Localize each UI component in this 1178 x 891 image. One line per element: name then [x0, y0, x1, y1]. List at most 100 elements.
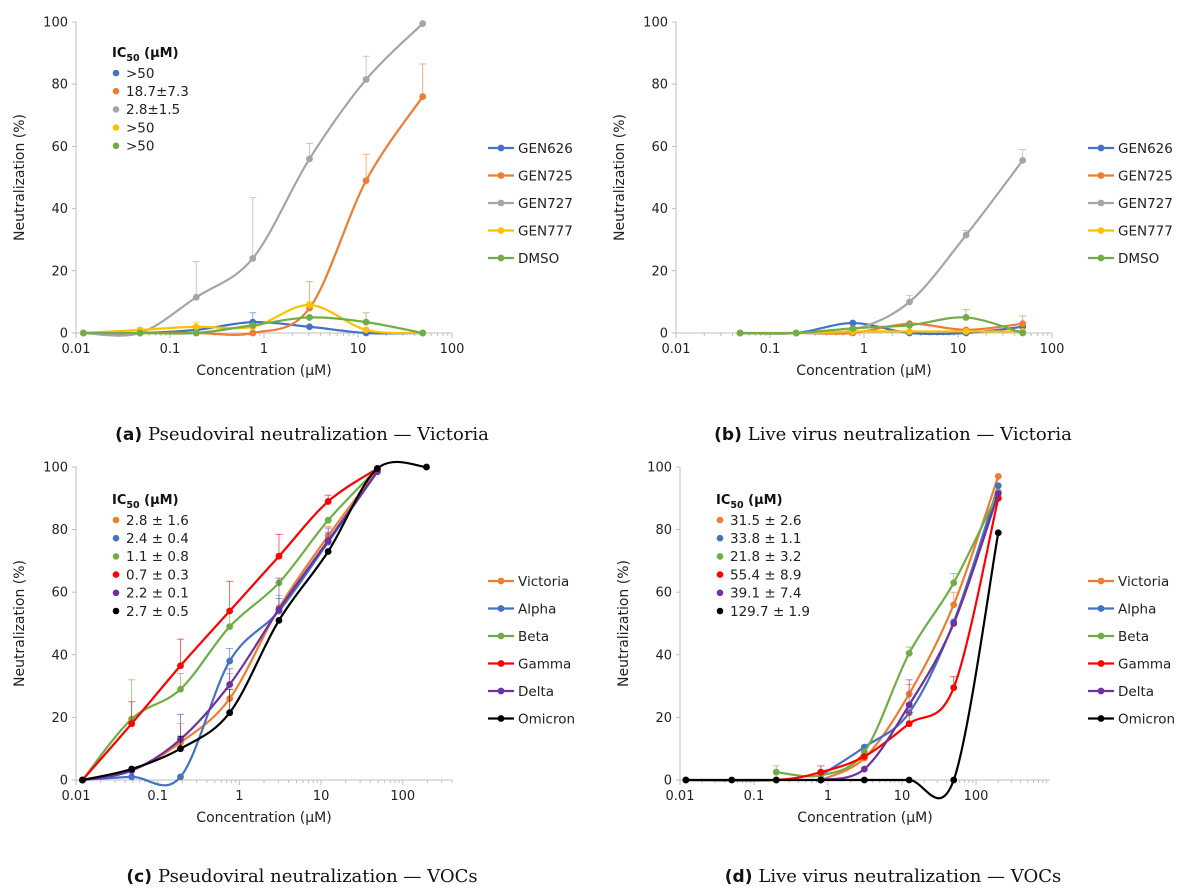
data-point [249, 321, 257, 329]
legend-entry-omicron: Omicron [488, 712, 575, 728]
data-point [772, 776, 780, 784]
ic50-marker [112, 571, 120, 578]
legend-marker [1097, 144, 1105, 152]
y-tick-label: 60 [51, 586, 68, 601]
ic50-marker [716, 516, 724, 524]
data-point [324, 516, 332, 524]
legend-entry-victoria: Victoria [1088, 574, 1169, 590]
series-line [740, 159, 1024, 335]
legend-marker [497, 715, 505, 722]
y-tick-label: 100 [643, 16, 668, 31]
ic50-value: 33.8 ± 1.1 [730, 531, 801, 547]
chart-caption: (c) Pseudoviral neutralization — VOCs [126, 866, 477, 887]
data-point [324, 537, 332, 544]
legend-label: Gamma [1118, 657, 1171, 673]
data-point [860, 765, 868, 773]
series-alpha [817, 482, 1002, 779]
data-point [192, 293, 200, 301]
legend-entry-gen777: GEN777 [488, 224, 573, 240]
y-tick-label: 40 [51, 648, 68, 663]
legend-entry-alpha: Alpha [488, 602, 556, 618]
data-point [136, 329, 144, 337]
data-point [423, 463, 430, 471]
ic50-legend: IC50 (μM) >50 18.7±7.3 2.8±1.5 >50 >50 [112, 46, 189, 155]
x-tick-label: 0.1 [744, 789, 765, 804]
ic50-value: >50 [126, 66, 155, 82]
ic50-value: >50 [126, 139, 155, 155]
x-tick-label: 100 [390, 789, 415, 804]
data-point [128, 765, 136, 773]
y-tick-label: 20 [51, 264, 68, 279]
legend-entry-gen725: GEN725 [1088, 169, 1173, 185]
legend-label: GEN725 [518, 169, 573, 185]
x-tick-label: 1 [260, 342, 268, 357]
data-point [226, 607, 234, 615]
y-tick-label: 40 [651, 202, 668, 217]
series-victoria [817, 472, 1002, 784]
legend-label: GEN725 [1118, 169, 1173, 185]
legend-marker [1097, 687, 1105, 695]
x-tick-label: 0.01 [62, 342, 91, 357]
data-point [249, 329, 257, 337]
y-tick-label: 0 [60, 774, 68, 789]
data-point [324, 548, 332, 555]
legend-marker [497, 577, 505, 585]
legend-marker [497, 687, 505, 695]
y-tick-label: 100 [43, 461, 68, 476]
series-dmso [80, 312, 427, 337]
data-point [994, 490, 1002, 498]
series-omicron [682, 529, 1002, 800]
chart-d: 0 20 40 60 80 100 0.01 0.1 1 10 100 Concentration (… [616, 461, 1175, 888]
series-delta [817, 490, 1002, 784]
x-tick-label: 10 [894, 789, 911, 804]
data-point [362, 76, 370, 83]
data-point [419, 20, 427, 27]
y-tick-label: 0 [60, 327, 68, 342]
ic50-marker [112, 124, 120, 131]
legend-marker [1097, 605, 1105, 612]
ic50-legend: IC50 (μM) 2.8 ± 1.6 2.4 ± 0.4 1.1 ± 0.8 0.7 … [112, 493, 189, 620]
ic50-marker [716, 553, 724, 560]
legend-entry-gen777: GEN777 [1088, 224, 1173, 240]
ic50-marker [112, 106, 120, 113]
data-point [950, 601, 958, 609]
x-axis-label: Concentration (μM) [196, 810, 331, 826]
ic50-value: 2.8 ± 1.6 [126, 513, 189, 529]
data-point [373, 465, 381, 472]
x-tick-label: 0.1 [147, 789, 168, 804]
data-point [419, 93, 427, 101]
series-gen727 [736, 149, 1027, 337]
legend-entry-delta: Delta [1088, 684, 1154, 700]
data-point [962, 314, 970, 321]
legend-label: Victoria [1118, 574, 1169, 590]
legend-label: Beta [518, 629, 549, 645]
data-point [275, 616, 283, 624]
legend-marker [1097, 660, 1105, 667]
ic50-marker [716, 589, 724, 597]
legend-marker [1097, 715, 1105, 722]
y-tick-label: 100 [43, 16, 68, 31]
data-point [860, 748, 868, 756]
ic50-value: 129.7 ± 1.9 [730, 604, 810, 620]
data-point [177, 745, 184, 753]
chart-a: 0 20 40 60 80 100 0.01 0.1 1 10 100 Concentration (… [12, 16, 573, 446]
legend-marker [497, 227, 505, 234]
data-point [226, 709, 234, 717]
chart-caption: (b) Live virus neutralization — Victoria [714, 424, 1072, 445]
data-point [362, 177, 370, 185]
data-point [905, 776, 913, 784]
legend-marker [1097, 199, 1105, 207]
y-axis-label: Neutralization (%) [612, 114, 628, 241]
y-tick-label: 80 [51, 78, 68, 93]
x-tick-label: 1 [824, 789, 832, 804]
legend-label: Delta [1118, 684, 1154, 700]
ic50-value: 21.8 ± 3.2 [730, 549, 801, 565]
data-point [962, 328, 970, 335]
ic50-title: IC50 (μM) [716, 493, 783, 511]
data-point [275, 606, 283, 613]
data-point [324, 498, 332, 505]
legend-entry-gen727: GEN727 [1088, 196, 1173, 212]
ic50-marker [112, 553, 120, 560]
series-dmso [736, 309, 1027, 337]
legend-label: GEN727 [1118, 196, 1173, 212]
